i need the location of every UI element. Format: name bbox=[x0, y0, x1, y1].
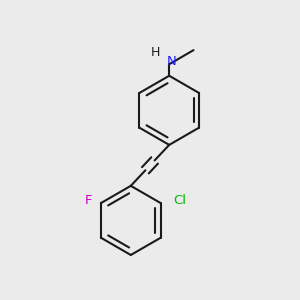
Text: H: H bbox=[150, 46, 160, 59]
Text: F: F bbox=[84, 194, 92, 207]
Text: N: N bbox=[167, 55, 176, 68]
Text: Cl: Cl bbox=[173, 194, 186, 207]
